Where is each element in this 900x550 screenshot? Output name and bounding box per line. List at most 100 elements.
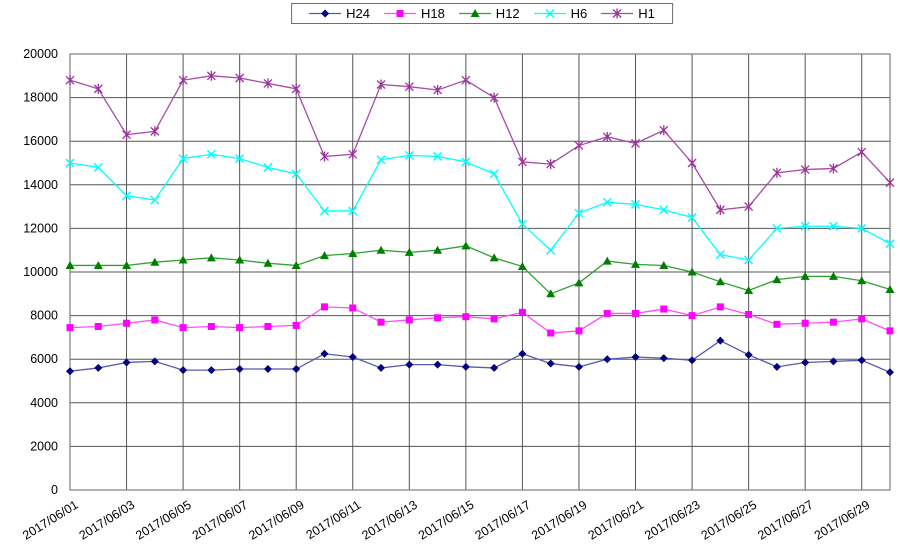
data-point-h24 (405, 360, 414, 369)
data-point-h6 (687, 212, 697, 223)
x-axis-tick-label: 2017/06/03 (77, 498, 138, 543)
data-point-h24 (348, 353, 357, 362)
data-point-h6 (546, 245, 556, 255)
data-point-h1 (828, 163, 838, 174)
data-point-h1 (178, 75, 188, 86)
series-line-h24 (69, 339, 891, 373)
x-axis-tick-label: 2017/06/19 (529, 498, 590, 543)
triangle-marker-icon (458, 9, 491, 17)
data-point-h6 (800, 221, 810, 231)
data-point-h6 (348, 206, 358, 216)
data-point-h24 (263, 365, 272, 374)
data-point-h12 (376, 245, 386, 254)
data-point-h24 (659, 354, 668, 363)
data-point-h6 (433, 151, 443, 161)
data-point-h1 (631, 138, 640, 149)
y-axis-tick-label: 14000 (23, 178, 58, 192)
data-point-h18 (886, 327, 894, 335)
data-point-h1 (376, 79, 386, 90)
data-point-h24 (377, 363, 386, 372)
data-point-h1 (320, 151, 329, 162)
data-point-h12 (772, 275, 782, 284)
data-point-h12 (744, 286, 754, 295)
data-point-h6 (659, 205, 669, 215)
legend-label: H1 (638, 6, 655, 21)
data-point-h12 (602, 256, 612, 265)
data-point-h6 (150, 195, 160, 205)
data-point-h1 (546, 159, 556, 170)
data-point-h24 (94, 363, 103, 372)
x-axis-tick-label: 2017/06/05 (133, 498, 194, 543)
data-point-h1 (461, 75, 471, 86)
data-point-h18 (575, 327, 583, 335)
data-point-h6 (206, 149, 216, 159)
data-point-h24 (320, 349, 329, 358)
data-point-h18 (660, 305, 668, 313)
data-point-h12 (546, 289, 556, 298)
data-point-h18 (207, 323, 215, 330)
data-point-h18 (518, 308, 526, 316)
data-point-h12 (489, 253, 499, 262)
data-point-h18 (151, 316, 159, 324)
y-axis-tick-label: 20000 (23, 47, 58, 61)
x-axis-tick-label: 2017/06/21 (586, 498, 647, 543)
data-point-h12 (800, 271, 810, 280)
data-point-h12 (461, 241, 471, 250)
data-point-h24 (150, 357, 159, 366)
data-point-h18 (94, 323, 102, 330)
x-axis-tick-label: 2017/06/29 (812, 498, 873, 543)
data-point-h12 (319, 251, 329, 260)
data-point-h12 (65, 260, 75, 269)
x-axis-tick-label: 2017/06/17 (473, 498, 534, 543)
legend-item-h18: H18 (383, 6, 445, 21)
data-point-h24 (631, 353, 640, 362)
x-axis-tick-label: 2017/06/01 (20, 498, 81, 543)
data-point-h18 (716, 303, 724, 311)
data-point-h18 (264, 323, 272, 330)
x-axis-tick-label: 2017/06/23 (642, 498, 703, 543)
data-point-h18 (547, 329, 555, 337)
x-axis-tick-label: 2017/06/09 (246, 498, 307, 543)
x-axis-tick-label: 2017/06/07 (190, 498, 251, 543)
data-point-h12 (178, 255, 188, 264)
data-point-h24 (235, 365, 244, 374)
legend-item-h12: H12 (458, 6, 520, 21)
data-point-h24 (574, 362, 583, 371)
y-axis-tick-label: 12000 (23, 221, 58, 235)
data-point-h18 (490, 315, 498, 323)
data-point-h18 (801, 319, 809, 327)
data-point-h12 (348, 248, 358, 257)
y-axis-tick-label: 2000 (30, 439, 58, 453)
data-point-h18 (405, 316, 413, 324)
series-line-h18 (69, 306, 891, 334)
data-point-h24 (886, 368, 894, 377)
data-point-h1 (65, 75, 75, 86)
data-point-h12 (715, 277, 725, 286)
data-point-h12 (122, 260, 132, 269)
legend-label: H12 (495, 6, 520, 21)
legend-label: H18 (420, 6, 445, 21)
plot-border (69, 53, 891, 491)
data-point-h1 (574, 140, 584, 151)
data-point-h24 (122, 358, 131, 367)
data-point-h1 (150, 126, 160, 137)
data-point-h24 (829, 357, 838, 366)
data-point-h6 (630, 199, 641, 209)
data-point-h24 (207, 366, 216, 375)
data-point-h12 (631, 259, 641, 268)
data-point-h6 (235, 154, 245, 164)
data-point-h1 (348, 149, 358, 160)
data-point-h6 (376, 155, 386, 165)
data-point-h6 (857, 223, 867, 233)
data-point-h6 (93, 162, 103, 172)
legend-label: H24 (346, 6, 370, 21)
data-point-h18 (858, 315, 866, 323)
x-axis-tick-label: 2017/06/25 (699, 498, 760, 543)
data-point-h1 (602, 131, 612, 142)
data-point-h24 (744, 350, 753, 359)
x-marker-icon (533, 8, 566, 19)
data-point-h12 (404, 247, 414, 256)
data-point-h12 (263, 258, 273, 267)
data-point-h1 (857, 147, 867, 158)
